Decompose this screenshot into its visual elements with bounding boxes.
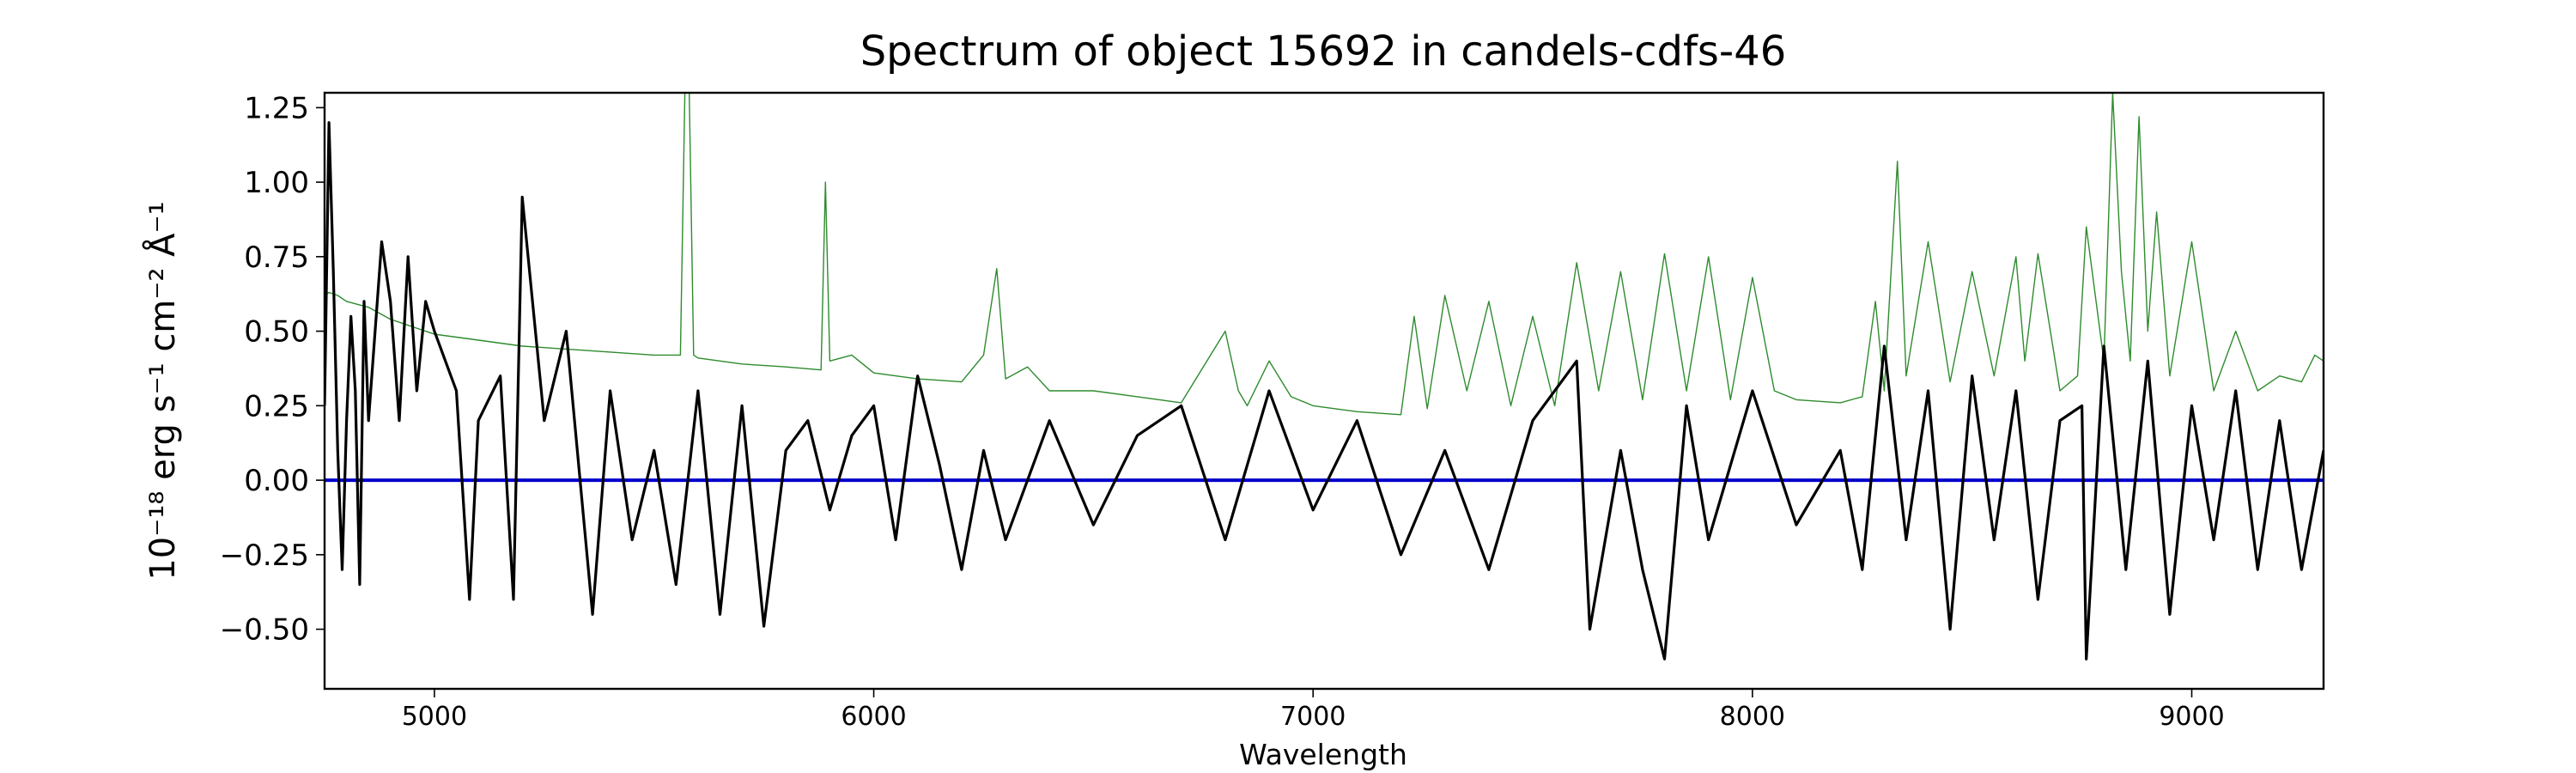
chart-title: Spectrum of object 15692 in candels-cdfs… — [860, 27, 1787, 76]
y-tick-label: −0.50 — [220, 613, 309, 648]
series-layer — [325, 93, 2324, 660]
flux-series-line — [325, 121, 2324, 660]
plot-frame — [323, 91, 2325, 691]
x-tick-label: 5000 — [402, 702, 467, 732]
y-tick-label: 0.50 — [244, 315, 309, 350]
y-axis-label: 10⁻¹⁸ erg s⁻¹ cm⁻² Å⁻¹ — [142, 201, 183, 580]
plot-area — [323, 91, 2325, 691]
x-tick-label: 8000 — [1720, 702, 1785, 732]
x-tick-label: 7000 — [1280, 702, 1346, 732]
y-tick-label: 1.00 — [244, 166, 309, 200]
y-tick-label: 0.00 — [244, 464, 309, 498]
x-tick-label: 9000 — [2159, 702, 2224, 732]
x-tick-label: 6000 — [841, 702, 906, 732]
error-series-line — [325, 93, 2324, 416]
y-tick-label: 0.75 — [244, 240, 309, 275]
x-axis-label: Wavelength — [1239, 738, 1407, 771]
y-tick-label: 0.25 — [244, 389, 309, 423]
y-tick-label: −0.25 — [220, 539, 309, 573]
y-axis: −0.50 −0.25 0.00 0.25 0.50 0.75 1.00 1.25 — [220, 91, 325, 648]
y-tick-label: 1.25 — [244, 91, 309, 125]
x-axis: 5000 6000 7000 8000 9000 — [402, 689, 2225, 732]
